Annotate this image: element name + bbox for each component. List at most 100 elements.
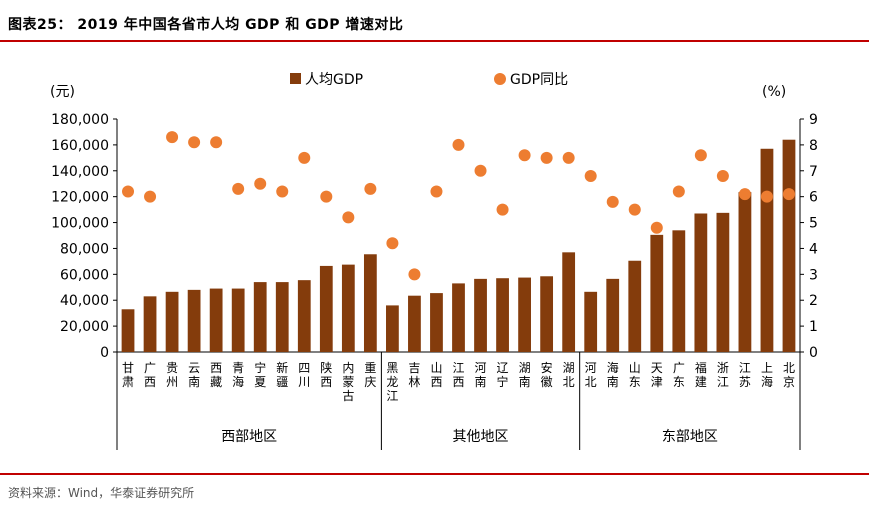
chart: 0 20,000 40,000 60,000 80,000 100,000 120,000 1… xyxy=(50,72,818,450)
category-label: 内蒙古 xyxy=(342,361,354,403)
category-label: 陕西 xyxy=(320,360,332,389)
bar-青海 xyxy=(231,288,245,352)
category-label: 河南 xyxy=(475,361,487,389)
left-tick-label: 0 xyxy=(100,345,109,361)
dot-宁夏 xyxy=(254,177,267,190)
left-tick-label: 80,000 xyxy=(60,241,109,257)
group-label: 东部地区 xyxy=(662,429,718,445)
dot-北京 xyxy=(782,188,795,201)
dot-广东 xyxy=(672,185,685,198)
category-label: 湖北 xyxy=(563,360,575,389)
category-label: 辽宁 xyxy=(497,361,509,389)
right-tick-label: 8 xyxy=(809,138,818,154)
dot-series xyxy=(122,131,795,281)
right-tick-label: 7 xyxy=(809,164,818,180)
dot-海南 xyxy=(606,195,619,208)
bar-上海 xyxy=(760,148,774,352)
dot-四川 xyxy=(298,151,311,164)
left-tick-label: 40,000 xyxy=(60,293,109,309)
bar-安徽 xyxy=(540,276,554,352)
left-tick-label: 60,000 xyxy=(60,267,109,283)
bar-湖北 xyxy=(562,252,576,352)
bar-series xyxy=(121,139,796,352)
bottom-divider xyxy=(0,473,869,475)
category-label: 江西 xyxy=(452,361,464,389)
category-label: 上海 xyxy=(761,361,773,389)
bar-河南 xyxy=(474,278,487,352)
left-tick-label: 160,000 xyxy=(51,138,109,154)
category-label: 西藏 xyxy=(210,361,222,389)
right-tick-label: 9 xyxy=(809,112,818,128)
right-tick-label: 5 xyxy=(809,216,818,232)
category-label: 山东 xyxy=(629,361,641,389)
dot-福建 xyxy=(694,149,707,162)
bar-广东 xyxy=(672,230,686,352)
dot-西藏 xyxy=(210,136,223,149)
right-tick-label: 1 xyxy=(809,319,818,335)
category-label: 江苏 xyxy=(739,361,751,389)
dot-河南 xyxy=(474,164,487,177)
bar-云南 xyxy=(187,289,201,352)
right-tick-label: 3 xyxy=(809,267,818,283)
bar-广西 xyxy=(143,296,157,352)
dot-湖北 xyxy=(562,151,575,164)
category-label: 浙江 xyxy=(717,361,729,389)
bar-山东 xyxy=(628,260,642,352)
category-label: 重庆 xyxy=(364,361,376,389)
dot-安徽 xyxy=(540,151,553,164)
category-label: 云南 xyxy=(188,361,200,389)
group-label: 其他地区 xyxy=(453,429,509,445)
dot-湖南 xyxy=(518,149,531,162)
category-label: 贵州 xyxy=(166,361,178,389)
legend-dot-swatch xyxy=(494,73,506,85)
category-label: 福建 xyxy=(695,360,707,389)
category-label: 河北 xyxy=(585,361,597,389)
dot-辽宁 xyxy=(496,203,509,216)
dot-内蒙古 xyxy=(342,211,355,224)
dot-重庆 xyxy=(364,182,377,195)
group-label: 西部地区 xyxy=(221,429,277,445)
bar-河北 xyxy=(584,291,598,352)
dot-河北 xyxy=(584,169,597,182)
bar-浙江 xyxy=(716,212,730,352)
chart-axes: 0 20,000 40,000 60,000 80,000 100,000 120,000 1… xyxy=(50,84,818,361)
dot-陕西 xyxy=(320,190,333,203)
bar-北京 xyxy=(782,139,796,352)
legend-label: 人均GDP xyxy=(305,72,363,88)
dot-山西 xyxy=(430,185,443,198)
dot-新疆 xyxy=(276,185,289,198)
left-tick-label: 100,000 xyxy=(51,216,109,232)
dot-贵州 xyxy=(166,131,179,144)
right-tick-label: 4 xyxy=(809,241,818,257)
bar-宁夏 xyxy=(253,282,267,352)
bar-内蒙古 xyxy=(341,264,355,352)
category-label: 天津 xyxy=(651,361,663,389)
category-label: 吉林 xyxy=(408,361,420,389)
bar-湖南 xyxy=(518,277,531,352)
left-tick-label: 20,000 xyxy=(60,319,109,335)
dot-浙江 xyxy=(716,169,729,182)
bar-黑龙江 xyxy=(386,305,399,352)
legend-bar-swatch xyxy=(290,73,301,84)
category-label: 湖南 xyxy=(519,360,531,389)
category-label: 海南 xyxy=(607,360,619,389)
right-tick-label: 2 xyxy=(809,293,818,309)
right-tick-label: 0 xyxy=(809,345,818,361)
bar-新疆 xyxy=(275,282,289,352)
dot-上海 xyxy=(760,190,773,203)
legend-label: GDP同比 xyxy=(510,72,568,88)
left-tick-label: 120,000 xyxy=(51,190,109,206)
bar-西藏 xyxy=(209,288,223,352)
dot-吉林 xyxy=(408,268,421,281)
bar-重庆 xyxy=(363,254,377,352)
bar-甘肃 xyxy=(121,309,135,352)
figure-title: 图表25： 2019 年中国各省市人均 GDP 和 GDP 增速对比 xyxy=(8,17,404,33)
bar-吉林 xyxy=(408,295,421,352)
category-label: 山西 xyxy=(430,361,442,389)
bar-江苏 xyxy=(738,192,752,352)
left-tick-label: 140,000 xyxy=(51,164,109,180)
source-note: 资料来源：Wind，华泰证券研究所 xyxy=(8,486,195,500)
dot-山东 xyxy=(628,203,641,216)
bar-江西 xyxy=(452,283,465,352)
top-divider xyxy=(0,40,869,42)
